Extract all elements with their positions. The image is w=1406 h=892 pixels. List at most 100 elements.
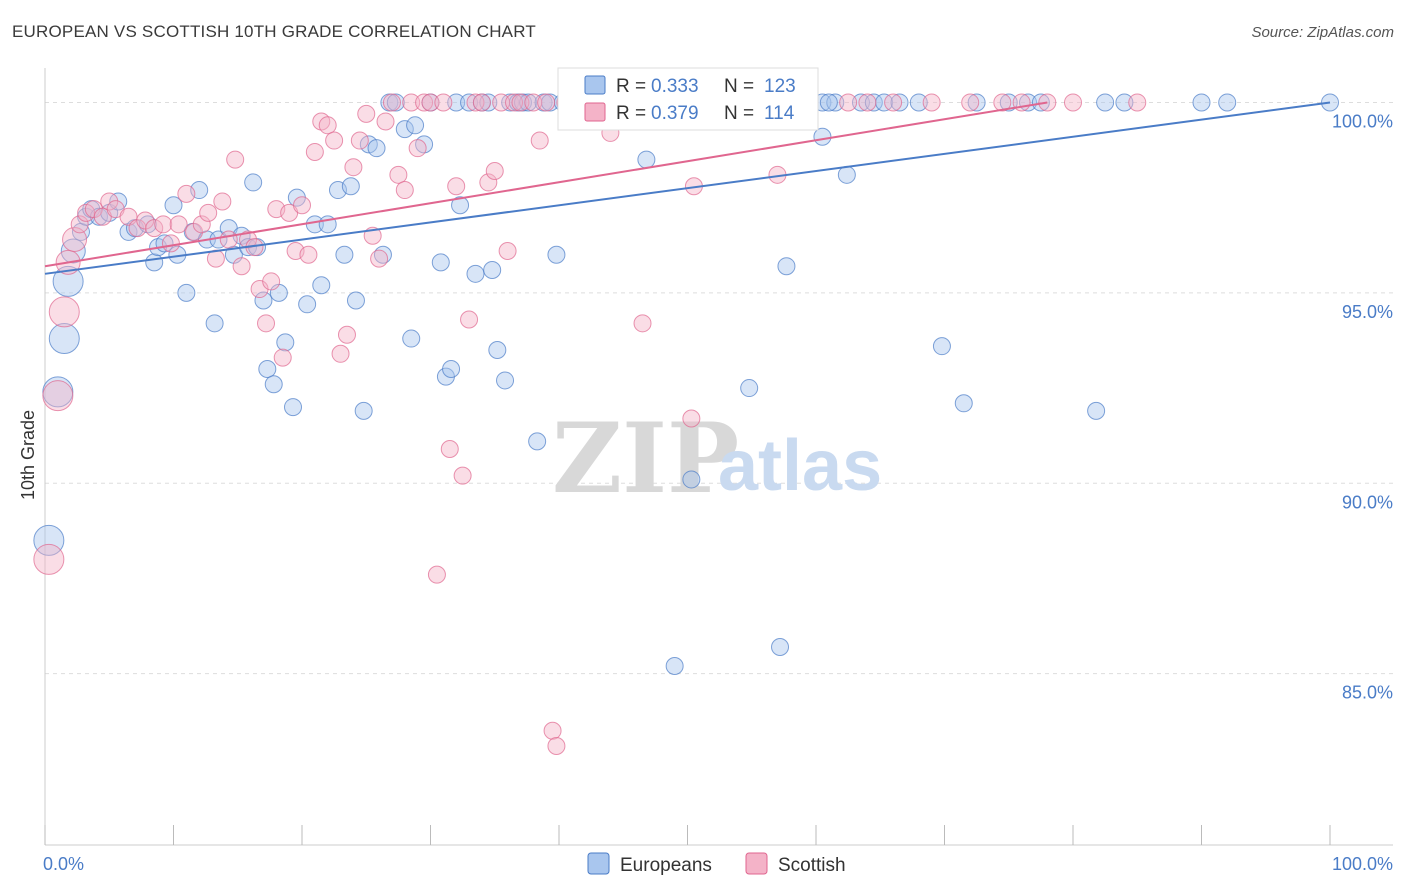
scottish-point-57 bbox=[427, 565, 446, 584]
european-point-61 bbox=[451, 196, 470, 215]
scottish-point-7 bbox=[84, 200, 103, 219]
european-point-109 bbox=[909, 93, 928, 112]
scottish-point-51 bbox=[389, 165, 408, 184]
european-point-73 bbox=[528, 432, 547, 451]
scottish-point-60 bbox=[447, 177, 466, 196]
scottish-point-101 bbox=[922, 93, 941, 112]
scottish-point-45 bbox=[350, 131, 369, 150]
scottish-point-19 bbox=[185, 222, 204, 241]
bottom-legend-label-europeans: Europeans bbox=[620, 855, 712, 876]
european-point-17 bbox=[164, 196, 183, 215]
scottish-point-23 bbox=[213, 192, 232, 211]
scottish-point-55 bbox=[415, 93, 434, 112]
european-point-117 bbox=[1096, 93, 1115, 112]
scottish-point-38 bbox=[305, 142, 324, 161]
scottish-point-66 bbox=[485, 162, 504, 181]
y-tick-label-2: 90.0% bbox=[1342, 492, 1393, 512]
scottish-trend-line bbox=[44, 101, 1048, 268]
legend-r-value-scottish: 0.379 bbox=[651, 103, 699, 124]
legend-swatch-europeans bbox=[584, 75, 606, 95]
european-point-48 bbox=[367, 139, 386, 158]
scottish-point-30 bbox=[257, 314, 276, 333]
european-point-35 bbox=[276, 333, 295, 352]
scottish-point-41 bbox=[325, 131, 344, 150]
european-point-103 bbox=[851, 93, 870, 112]
european-point-115 bbox=[1031, 93, 1050, 112]
bottom-legend-swatch-scottish bbox=[745, 852, 768, 875]
european-point-76 bbox=[547, 245, 566, 264]
scottish-point-71 bbox=[524, 93, 543, 112]
scottish-point-40 bbox=[318, 116, 337, 135]
trend-lines bbox=[44, 101, 1331, 275]
european-point-23 bbox=[205, 314, 224, 333]
scottish-point-46 bbox=[357, 104, 376, 123]
scottish-point-68 bbox=[498, 241, 517, 260]
european-point-118 bbox=[1115, 93, 1134, 112]
scottish-point-67 bbox=[492, 93, 511, 112]
scottish-point-0 bbox=[33, 543, 65, 575]
legend-r-label-scottish: R = bbox=[616, 103, 646, 124]
european-point-0 bbox=[33, 524, 65, 556]
european-point-101 bbox=[826, 93, 845, 112]
legend-n-label-scottish: N = bbox=[724, 103, 754, 124]
european-point-52 bbox=[395, 120, 414, 139]
scottish-point-102 bbox=[961, 93, 980, 112]
european-point-106 bbox=[819, 93, 838, 112]
scottish-point-27 bbox=[239, 230, 258, 249]
european-point-62 bbox=[460, 93, 479, 112]
scottish-point-99 bbox=[858, 93, 877, 112]
data-points bbox=[33, 93, 1339, 755]
scottish-point-58 bbox=[434, 93, 453, 112]
y-tick-label-0: 100.0% bbox=[1332, 111, 1393, 131]
scottish-point-106 bbox=[1064, 93, 1082, 112]
european-point-111 bbox=[954, 394, 973, 413]
scottish-point-54 bbox=[408, 139, 427, 158]
european-point-102 bbox=[837, 165, 856, 184]
european-point-105 bbox=[813, 127, 832, 146]
scottish-point-2 bbox=[48, 296, 80, 328]
european-point-120 bbox=[1218, 93, 1237, 112]
x-tick-label-1: 100.0% bbox=[1332, 854, 1393, 874]
scottish-point-50 bbox=[382, 93, 401, 112]
scottish-point-56 bbox=[421, 93, 440, 112]
european-point-3 bbox=[52, 265, 84, 297]
european-point-32 bbox=[258, 360, 277, 379]
european-point-40 bbox=[312, 276, 331, 295]
scottish-point-62 bbox=[460, 310, 479, 329]
scottish-point-44 bbox=[344, 158, 363, 177]
tick-labels: 100.0% 95.0% 90.0% 85.0% 0.0% 100.0% bbox=[43, 111, 1393, 874]
legend-swatch-scottish bbox=[584, 102, 606, 122]
scottish-point-31 bbox=[262, 272, 281, 291]
scottish-point-21 bbox=[199, 203, 218, 222]
european-point-59 bbox=[442, 360, 461, 379]
scottish-point-25 bbox=[226, 150, 245, 169]
scottish-point-20 bbox=[192, 215, 211, 234]
scottish-point-96 bbox=[682, 409, 701, 428]
european-point-112 bbox=[967, 93, 986, 112]
european-point-29 bbox=[244, 173, 263, 192]
european-point-53 bbox=[402, 329, 421, 348]
european-point-93 bbox=[740, 379, 759, 398]
scottish-point-16 bbox=[161, 234, 180, 253]
y-tick-label-3: 85.0% bbox=[1342, 683, 1393, 703]
european-point-2 bbox=[48, 323, 80, 355]
european-point-19 bbox=[177, 283, 196, 302]
legend-r-value-europeans: 0.333 bbox=[651, 76, 699, 97]
european-point-72 bbox=[519, 93, 538, 112]
european-point-84 bbox=[637, 150, 656, 169]
watermark-atlas: atlas bbox=[718, 426, 882, 506]
scottish-point-82 bbox=[633, 314, 652, 333]
european-point-14 bbox=[145, 253, 164, 272]
y-tick-label-1: 95.0% bbox=[1342, 302, 1393, 322]
european-point-122 bbox=[665, 657, 684, 676]
scottish-point-107 bbox=[1128, 93, 1147, 112]
legend-r-label-europeans: R = bbox=[616, 76, 646, 97]
scottish-point-43 bbox=[337, 325, 356, 344]
european-point-113 bbox=[999, 93, 1018, 112]
scottish-point-24 bbox=[219, 230, 238, 249]
chart-title: EUROPEAN VS SCOTTISH 10TH GRADE CORRELAT… bbox=[12, 22, 536, 41]
scottish-point-70 bbox=[511, 93, 530, 112]
axes bbox=[44, 68, 1393, 846]
scottish-point-37 bbox=[299, 245, 318, 264]
european-point-88 bbox=[682, 470, 701, 489]
